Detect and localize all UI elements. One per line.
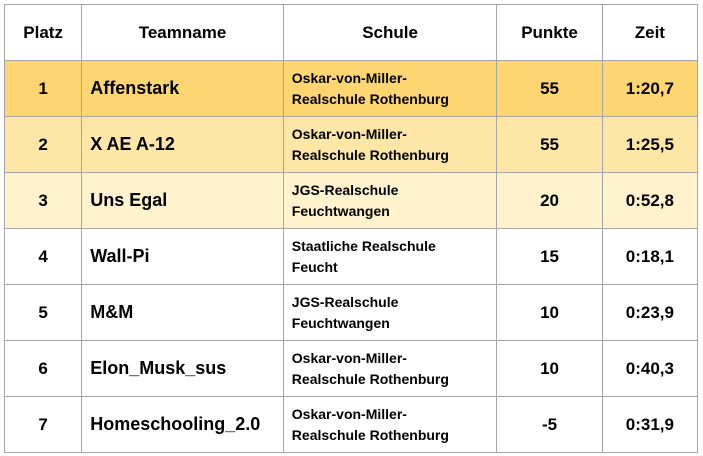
schule-line-2: Realschule Rothenburg — [291, 370, 449, 387]
cell-teamname: M&M — [81, 284, 284, 341]
cell-teamname: Wall-Pi — [81, 228, 284, 285]
cell-teamname: Elon_Musk_sus — [81, 340, 284, 397]
schule-line-2: Realschule Rothenburg — [291, 426, 449, 443]
table-row: 5 M&M JGS-Realschule Feuchtwangen 10 0:23… — [3, 284, 699, 341]
schule-line-2: Feuchtwangen — [291, 314, 390, 331]
cell-schule: Staatliche Realschule Feucht — [282, 228, 498, 285]
schule-line-1: JGS-Realschule — [291, 181, 399, 198]
cell-zeit: 0:23,9 — [601, 284, 699, 341]
header-teamname: Teamname — [81, 4, 284, 61]
header-zeit: Zeit — [601, 4, 699, 61]
schule-line-1: Oskar-von-Miller- — [291, 349, 407, 366]
table-row: 3 Uns Egal JGS-Realschule Feuchtwangen 20… — [3, 172, 699, 229]
cell-teamname: Affenstark — [81, 60, 284, 117]
table-row: 1 Affenstark Oskar-von-Miller- Realschule… — [3, 60, 699, 117]
cell-platz: 1 — [3, 60, 83, 117]
cell-schule: Oskar-von-Miller- Realschule Rothenburg — [282, 340, 498, 397]
table-row: 6 Elon_Musk_sus Oskar-von-Miller- Realsch… — [3, 340, 699, 397]
header-schule: Schule — [282, 4, 498, 61]
schule-line-1: Oskar-von-Miller- — [291, 69, 407, 86]
cell-schule: JGS-Realschule Feuchtwangen — [282, 284, 498, 341]
cell-punkte: 10 — [496, 340, 603, 397]
header-punkte: Punkte — [496, 4, 603, 61]
cell-schule: Oskar-von-Miller- Realschule Rothenburg — [282, 396, 498, 453]
table-row: 4 Wall-Pi Staatliche Realschule Feucht 15… — [3, 228, 699, 285]
cell-platz: 2 — [3, 116, 83, 173]
header-platz: Platz — [3, 4, 83, 61]
cell-zeit: 0:18,1 — [601, 228, 699, 285]
cell-zeit: 0:31,9 — [601, 396, 699, 453]
schule-line-2: Feuchtwangen — [291, 202, 390, 219]
cell-punkte: 20 — [496, 172, 603, 229]
cell-punkte: 15 — [496, 228, 603, 285]
cell-punkte: 55 — [496, 60, 603, 117]
cell-schule: Oskar-von-Miller- Realschule Rothenburg — [282, 116, 498, 173]
cell-platz: 7 — [3, 396, 83, 453]
header-row: Platz Teamname Schule Punkte Zeit — [3, 4, 699, 61]
schule-line-1: Oskar-von-Miller- — [291, 125, 407, 142]
cell-zeit: 0:52,8 — [601, 172, 699, 229]
cell-schule: Oskar-von-Miller- Realschule Rothenburg — [282, 60, 498, 117]
cell-teamname: Uns Egal — [81, 172, 284, 229]
schule-line-1: Oskar-von-Miller- — [291, 405, 407, 422]
table-row: 7 Homeschooling_2.0 Oskar-von-Miller- Rea… — [3, 396, 699, 453]
cell-teamname: Homeschooling_2.0 — [81, 396, 284, 453]
cell-punkte: -5 — [496, 396, 603, 453]
cell-platz: 4 — [3, 228, 83, 285]
cell-platz: 5 — [3, 284, 83, 341]
cell-zeit: 1:20,7 — [601, 60, 699, 117]
cell-schule: JGS-Realschule Feuchtwangen — [282, 172, 498, 229]
table-row: 2 X AE A-12 Oskar-von-Miller- Realschule … — [3, 116, 699, 173]
schule-line-2: Realschule Rothenburg — [291, 90, 449, 107]
schule-line-2: Realschule Rothenburg — [291, 146, 449, 163]
cell-punkte: 10 — [496, 284, 603, 341]
cell-teamname: X AE A-12 — [81, 116, 284, 173]
schule-line-1: JGS-Realschule — [291, 293, 399, 310]
ranking-table: Platz Teamname Schule Punkte Zeit 1 Affe… — [3, 4, 699, 453]
cell-zeit: 1:25,5 — [601, 116, 699, 173]
cell-zeit: 0:40,3 — [601, 340, 699, 397]
cell-punkte: 55 — [496, 116, 603, 173]
schule-line-1: Staatliche Realschule — [291, 237, 436, 254]
cell-platz: 6 — [3, 340, 83, 397]
schule-line-2: Feucht — [291, 258, 338, 275]
cell-platz: 3 — [3, 172, 83, 229]
